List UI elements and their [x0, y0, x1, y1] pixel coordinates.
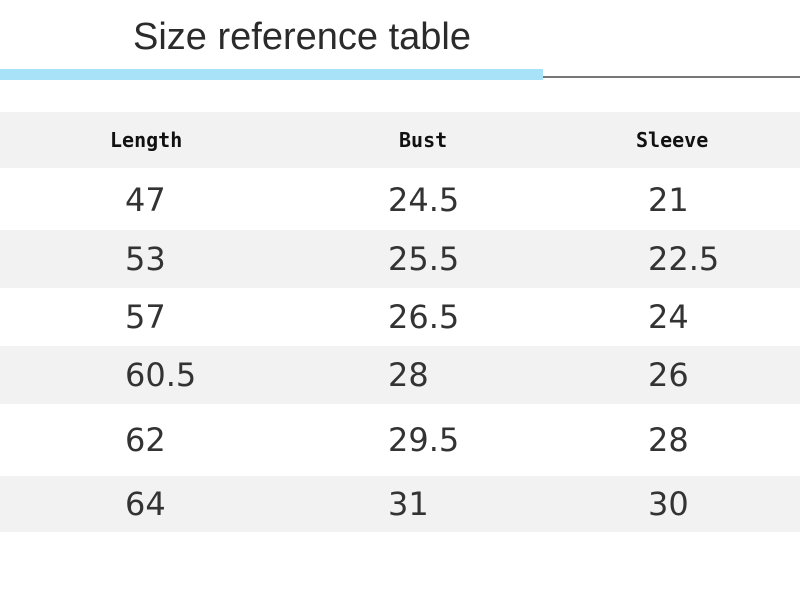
cell-bust: 24.5 [388, 181, 460, 219]
table-row: 53 25.5 22.5 [0, 230, 800, 288]
cell-sleeve: 21 [648, 181, 689, 219]
cell-sleeve: 24 [648, 298, 689, 336]
cell-length: 47 [125, 181, 166, 219]
table-header-row: Length Bust Sleeve [0, 112, 800, 168]
table-row: 57 26.5 24 [0, 288, 800, 346]
cell-bust: 28 [388, 356, 429, 394]
cell-length: 60.5 [125, 356, 197, 394]
cell-sleeve: 30 [648, 485, 689, 523]
table-row: 62 29.5 28 [0, 404, 800, 476]
header-length: Length [110, 128, 183, 152]
cell-bust: 31 [388, 485, 429, 523]
cell-length: 62 [125, 421, 166, 459]
cell-bust: 25.5 [388, 240, 460, 278]
cell-bust: 29.5 [388, 421, 460, 459]
cell-length: 64 [125, 485, 166, 523]
cell-length: 57 [125, 298, 166, 336]
title-underline-accent [0, 69, 543, 80]
cell-sleeve: 28 [648, 421, 689, 459]
cell-sleeve: 22.5 [648, 240, 720, 278]
table-row: 47 24.5 21 [0, 170, 800, 230]
table-row: 60.5 28 26 [0, 346, 800, 404]
table-row: 64 31 30 [0, 476, 800, 532]
cell-length: 53 [125, 240, 166, 278]
title-underline-divider [543, 76, 800, 78]
header-sleeve: Sleeve [636, 128, 709, 152]
cell-sleeve: 26 [648, 356, 689, 394]
header-bust: Bust [399, 128, 448, 152]
page-title: Size reference table [133, 16, 471, 58]
cell-bust: 26.5 [388, 298, 460, 336]
